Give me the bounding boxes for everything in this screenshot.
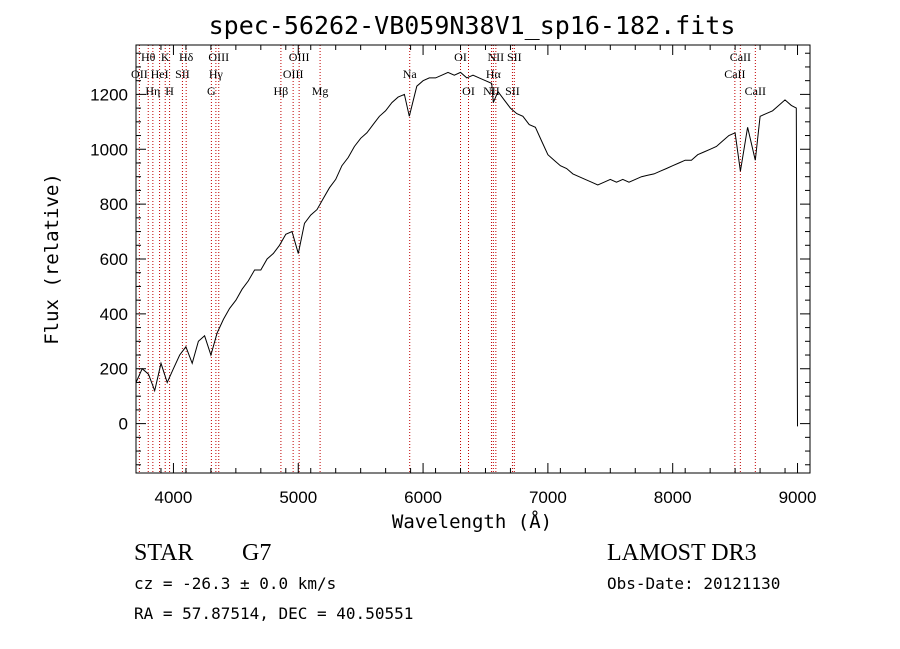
- spectral-line-markers: [138, 45, 756, 473]
- x-tick-label: 5000: [279, 488, 317, 507]
- spectral-line-label: NII: [483, 84, 500, 98]
- spectral-line-label: OI: [454, 50, 467, 64]
- spectral-line-label: OI: [462, 84, 475, 98]
- y-axis-label: Flux (relative): [41, 173, 63, 345]
- x-tick-label: 7000: [529, 488, 567, 507]
- x-tick-label: 6000: [404, 488, 442, 507]
- y-tick-label: 0: [119, 415, 128, 434]
- spectral-line-label: Hδ: [179, 50, 194, 64]
- coordinates: RA = 57.87514, DEC = 40.50551: [134, 604, 413, 623]
- x-axis-label: Wavelength (Å): [392, 510, 552, 533]
- spectral-line-label: H: [165, 84, 174, 98]
- x-tick-label: 8000: [654, 488, 692, 507]
- spectral-line-label: Hγ: [209, 67, 224, 81]
- spectral-line-label: NII: [488, 50, 505, 64]
- redshift-velocity: cz = -26.3 ± 0.0 km/s: [134, 574, 336, 593]
- spectral-line-label: SII: [175, 67, 190, 81]
- spectral-line-label: CaII: [730, 50, 751, 64]
- spectral-line-label: K: [161, 50, 170, 64]
- spectral-line-label: OIII: [283, 67, 304, 81]
- spectral-line-label: OII: [131, 67, 148, 81]
- spectrum-series: [135, 71, 798, 427]
- spectral-line-label: Hα: [486, 67, 502, 81]
- spectral-line-label: OIII: [289, 50, 310, 64]
- spectrum-line: [135, 71, 798, 427]
- chart-title: spec-56262-VB059N38V1_sp16-182.fits: [209, 11, 736, 40]
- y-tick-label: 800: [100, 195, 128, 214]
- x-axis-ticks: 4000 5000 6000 7000 8000 9000: [135, 45, 817, 507]
- y-tick-label: 200: [100, 360, 128, 379]
- spectral-line-label: G: [207, 84, 216, 98]
- survey-name: LAMOST DR3: [607, 540, 757, 566]
- y-tick-label: 400: [100, 305, 128, 324]
- object-subclass: G7: [242, 540, 271, 566]
- spectral-line-label: SII: [507, 50, 522, 64]
- spectral-line-label: Na: [403, 67, 418, 81]
- observation-date: Obs-Date: 20121130: [607, 574, 780, 593]
- spectral-line-label: Hβ: [274, 84, 289, 98]
- object-class: STAR: [134, 540, 193, 566]
- y-axis-ticks: 0 200 400 600 800 1000 1200: [90, 52, 810, 466]
- spectral-line-label: Mg: [312, 84, 329, 98]
- x-tick-label: 9000: [779, 488, 817, 507]
- spectral-line-label: Hη: [145, 84, 160, 98]
- spectral-line-label: HeI: [151, 67, 169, 81]
- spectral-line-label: CaII: [745, 84, 766, 98]
- spectral-line-label: SII: [505, 84, 520, 98]
- spectral-line-label: Hθ: [141, 50, 156, 64]
- y-tick-label: 600: [100, 250, 128, 269]
- y-tick-label: 1200: [90, 85, 128, 104]
- spectral-line-label: OIII: [208, 50, 229, 64]
- y-tick-label: 1000: [90, 140, 128, 159]
- plot-frame: [135, 44, 811, 474]
- x-tick-label: 4000: [155, 488, 193, 507]
- spectral-line-label: CaII: [724, 67, 745, 81]
